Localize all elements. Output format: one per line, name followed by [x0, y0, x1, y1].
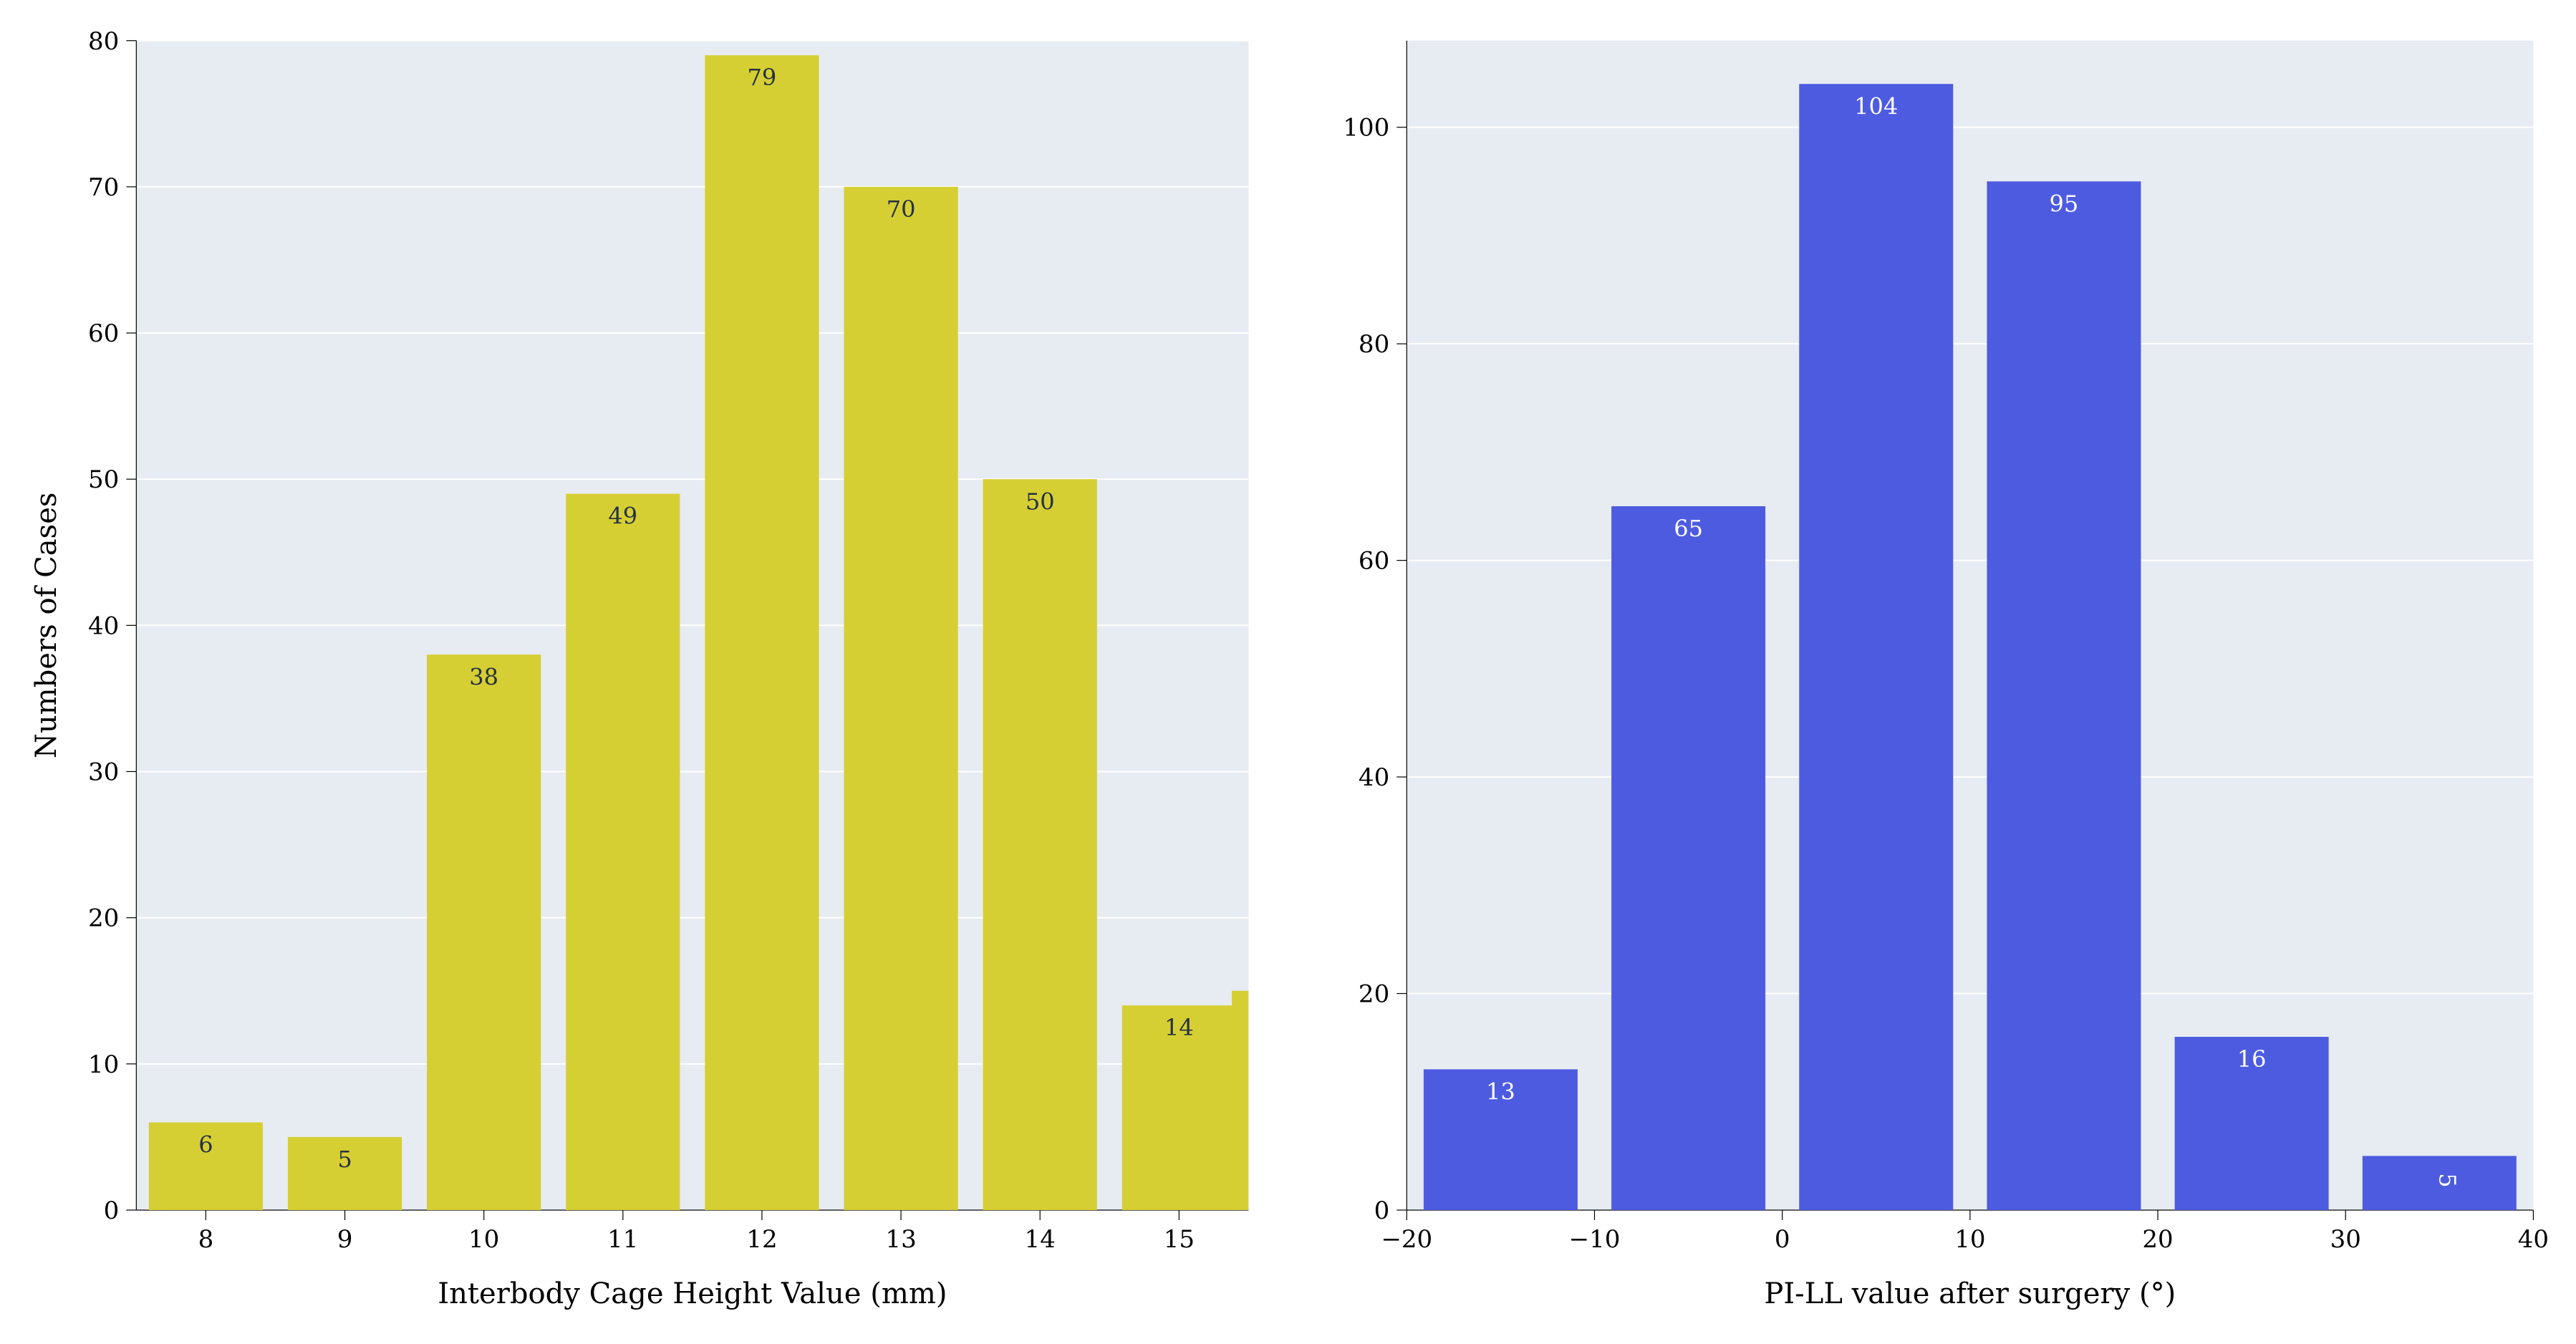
y-tick-label: 20 — [1358, 980, 1389, 1009]
y-tick-label: 100 — [1343, 114, 1389, 142]
right-chart-panel: 020406080100131365651041049595161655−20−… — [1299, 14, 2562, 1337]
y-tick-label: 30 — [88, 758, 119, 787]
y-axis-label: Numbers of Cases — [30, 493, 63, 759]
x-axis-label: Interbody Cage Height Value (mm) — [438, 1277, 947, 1310]
y-tick-label: 20 — [88, 904, 119, 933]
left-chart-panel: 0102030405060708066855938381049491179791… — [14, 14, 1278, 1337]
bar: 50 — [983, 479, 1097, 1210]
bar-value-label: 38 — [469, 663, 498, 690]
hist-bar-label: 104 — [1854, 92, 1898, 120]
x-tick-label: −20 — [1381, 1225, 1432, 1254]
y-tick-label: 40 — [1358, 763, 1389, 792]
x-tick-label: 0 — [1774, 1225, 1790, 1254]
hist-bar: 65 — [1611, 506, 1765, 1210]
bar-value-label: 50 — [1026, 488, 1055, 515]
bar-value-label: 6 — [198, 1131, 213, 1159]
bar-value-label: 49 — [608, 503, 637, 530]
x-tick-label: 12 — [746, 1225, 777, 1254]
x-tick-label: 40 — [2517, 1225, 2548, 1254]
bar-partial — [1232, 991, 1248, 1210]
bar: 38 — [427, 654, 541, 1210]
y-tick-label: 40 — [88, 611, 119, 640]
x-tick-label: 10 — [1954, 1225, 1985, 1254]
x-tick-label: 11 — [607, 1225, 638, 1254]
y-tick-label: 60 — [1358, 547, 1389, 576]
right-histogram-chart: 020406080100131365651041049595161655−20−… — [1299, 14, 2562, 1337]
y-tick-label: 0 — [104, 1196, 120, 1225]
bar: 79 — [705, 55, 819, 1210]
hist-bar-label: 16 — [2237, 1045, 2266, 1073]
x-tick-label: 8 — [198, 1225, 214, 1254]
y-tick-label: 60 — [88, 319, 119, 348]
left-bar-chart: 0102030405060708066855938381049491179791… — [14, 14, 1278, 1337]
hist-bar-label: 13 — [1486, 1078, 1515, 1105]
bar-value-label: 14 — [1164, 1014, 1194, 1041]
hist-bar-label: 65 — [1674, 515, 1703, 542]
bar-value-label: 5 — [337, 1146, 352, 1173]
y-tick-label: 80 — [88, 27, 119, 56]
bar-value-label: 70 — [887, 195, 916, 223]
x-axis-label: PI-LL value after surgery (°) — [1764, 1277, 2176, 1310]
hist-bar-label: 95 — [2049, 190, 2078, 217]
bar: 70 — [844, 187, 957, 1210]
x-tick-label: 10 — [468, 1225, 499, 1254]
x-tick-label: 20 — [2142, 1225, 2173, 1254]
x-tick-label: −10 — [1568, 1225, 1620, 1254]
x-tick-label: 9 — [337, 1225, 353, 1254]
x-tick-label: 15 — [1164, 1225, 1195, 1254]
x-tick-label: 14 — [1025, 1225, 1056, 1254]
bar-value-label: 79 — [748, 64, 777, 91]
y-tick-label: 10 — [88, 1050, 119, 1079]
y-tick-label: 80 — [1358, 330, 1389, 359]
y-tick-label: 50 — [88, 465, 119, 494]
bar: 49 — [566, 494, 680, 1210]
hist-bar: 104 — [1799, 84, 1953, 1210]
y-tick-label: 70 — [88, 173, 119, 202]
hist-bar: 95 — [1987, 181, 2141, 1210]
hist-bar-label: 5 — [2433, 1173, 2461, 1187]
plot-area — [1407, 41, 2533, 1210]
x-tick-label: 30 — [2330, 1225, 2360, 1254]
x-tick-label: 13 — [885, 1225, 916, 1254]
y-tick-label: 0 — [1374, 1196, 1389, 1225]
figure-container: 0102030405060708066855938381049491179791… — [0, 0, 2576, 1344]
